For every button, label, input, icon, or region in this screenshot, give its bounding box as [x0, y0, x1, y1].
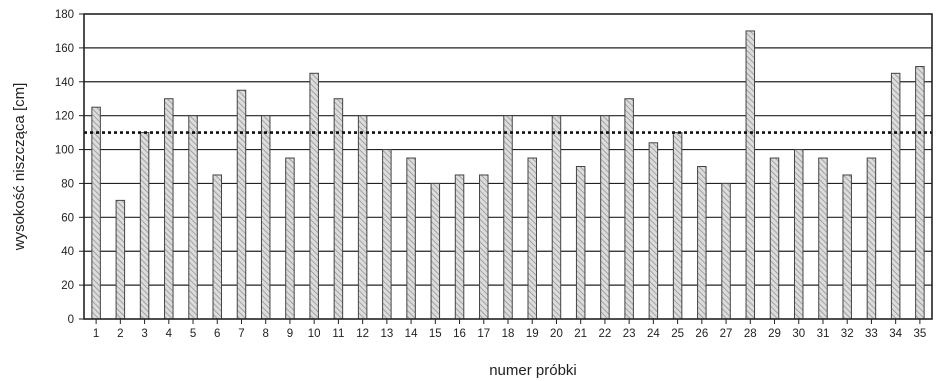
x-tick-label: 28: [744, 328, 757, 340]
bar: [479, 174, 489, 320]
bar: [842, 174, 852, 320]
x-tick-label: 7: [238, 328, 244, 340]
x-tick-label: 21: [574, 328, 587, 340]
bar: [915, 66, 925, 320]
x-tick-label: 13: [380, 328, 393, 340]
x-tick-label: 14: [405, 328, 418, 340]
x-tick-label: 8: [263, 328, 269, 340]
bar: [430, 182, 441, 320]
bar: [721, 182, 731, 320]
x-tick-label: 11: [332, 328, 344, 340]
x-tick-label: 27: [720, 328, 733, 340]
bar: [890, 72, 901, 320]
bar: [285, 157, 295, 320]
x-tick-label: 23: [623, 328, 636, 340]
x-tick-label: 9: [287, 328, 293, 340]
bar: [309, 72, 319, 320]
x-tick-label: 2: [117, 328, 123, 340]
bar: [648, 142, 659, 320]
x-tick-label: 18: [502, 328, 515, 340]
y-tick-label: 140: [55, 77, 74, 89]
y-tick-label: 0: [68, 314, 74, 326]
bar: [115, 199, 126, 320]
bar: [503, 115, 513, 320]
plot-frame: [83, 13, 933, 320]
bar: [745, 30, 756, 320]
bar: [260, 115, 271, 320]
x-tick-label: 26: [695, 328, 708, 340]
y-tick-label: 20: [61, 280, 74, 292]
bars: [91, 30, 925, 320]
bar: [551, 115, 562, 320]
bar: [236, 89, 247, 320]
x-tick-label: 33: [865, 328, 878, 340]
x-tick-label: 20: [550, 328, 563, 340]
bar: [600, 115, 610, 320]
x-tick-label: 1: [93, 328, 99, 340]
bar: [357, 115, 368, 320]
x-tick-label: 24: [647, 328, 660, 340]
x-axis-label: numer próbki: [489, 362, 577, 379]
bar: [454, 174, 465, 320]
x-tick-label: 19: [526, 328, 539, 340]
bar: [769, 157, 780, 320]
bar: [212, 174, 223, 320]
y-tick-label: 60: [61, 212, 74, 224]
bar: [139, 132, 150, 320]
x-tick-label: 15: [429, 328, 442, 340]
y-tick-label: 100: [55, 145, 74, 157]
x-tick-label: 25: [671, 328, 684, 340]
x-tick-label: 29: [768, 328, 781, 340]
y-tick-label: 40: [61, 246, 74, 258]
y-tick-label: 80: [61, 178, 74, 190]
x-tick-label: 16: [453, 328, 466, 340]
bar: [91, 106, 101, 320]
y-tick-label: 120: [55, 111, 74, 123]
x-tick-label: 17: [477, 328, 490, 340]
bar: [818, 157, 828, 320]
x-tick-label: 34: [889, 328, 902, 340]
bar: [672, 132, 683, 320]
bar: [382, 149, 392, 320]
bar: [793, 149, 804, 320]
x-tick-label: 5: [190, 328, 196, 340]
x-tick-labels: 1 2 3 4 5 6 7 8 9 10 11 12 13 14 15 16 17 18 19 20 21 22 23 24 2…: [93, 319, 926, 340]
y-axis-label: wysokość niszcząca [cm]: [11, 83, 28, 252]
y-tick-labels: 0 20 40 60 80 100 120 140 160 180: [55, 9, 84, 326]
bar: [697, 166, 707, 320]
bar: [575, 166, 586, 320]
x-tick-label: 35: [913, 328, 926, 340]
x-tick-label: 30: [792, 328, 805, 340]
x-tick-label: 6: [214, 328, 220, 340]
x-tick-label: 32: [841, 328, 854, 340]
x-tick-label: 31: [817, 328, 830, 340]
x-tick-label: 22: [599, 328, 612, 340]
bar: [406, 157, 416, 320]
x-tick-label: 4: [166, 328, 173, 340]
x-tick-label: 12: [356, 328, 369, 340]
bar: [866, 157, 877, 320]
bar: [188, 115, 198, 320]
bar: [527, 157, 537, 320]
y-tick-label: 160: [55, 43, 74, 55]
x-tick-label: 3: [141, 328, 147, 340]
x-tick-label: 10: [308, 328, 321, 340]
y-tick-label: 180: [55, 9, 74, 21]
